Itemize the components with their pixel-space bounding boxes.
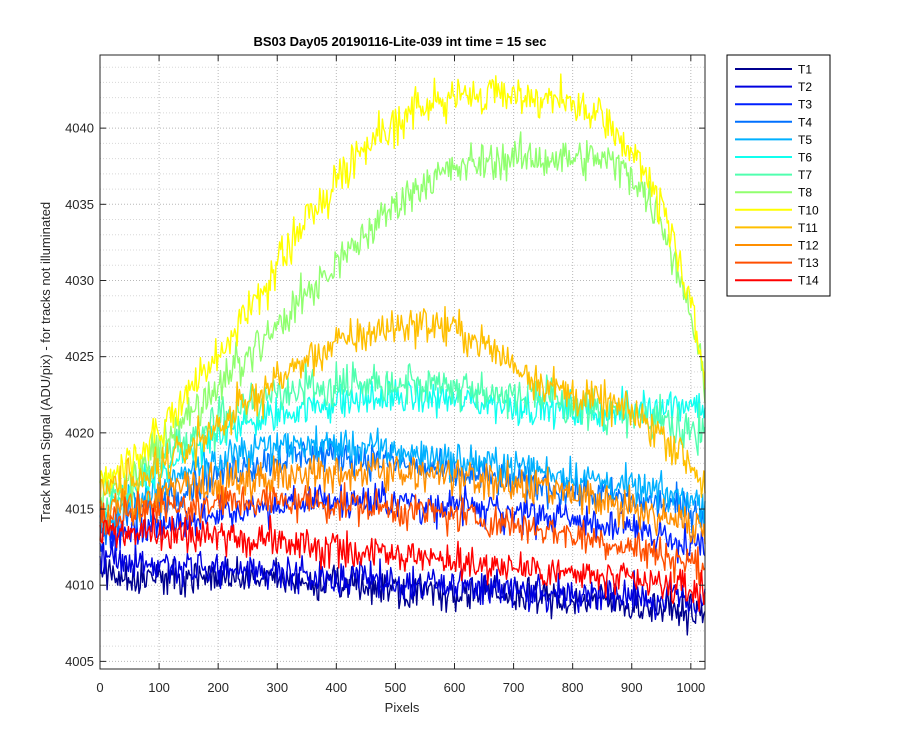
series-line-t14 xyxy=(99,507,706,612)
y-axis-label: Track Mean Signal (ADU/pix) - for tracks… xyxy=(38,202,53,522)
y-tick-label: 4015 xyxy=(65,502,94,517)
legend-label-t14: T14 xyxy=(798,274,819,288)
y-tick-label: 4030 xyxy=(65,273,94,288)
legend-label-t12: T12 xyxy=(798,239,819,253)
series-line-t13 xyxy=(99,482,706,585)
x-tick-label: 700 xyxy=(503,680,525,695)
legend-label-t1: T1 xyxy=(798,63,812,77)
legend-label-t13: T13 xyxy=(798,256,819,270)
x-tick-label: 500 xyxy=(385,680,407,695)
y-tick-label: 4005 xyxy=(65,654,94,669)
y-tick-label: 4010 xyxy=(65,578,94,593)
legend-label-t6: T6 xyxy=(798,151,812,165)
y-tick-label: 4035 xyxy=(65,197,94,212)
x-tick-label: 600 xyxy=(444,680,466,695)
chart-title: BS03 Day05 20190116-Lite-039 int time = … xyxy=(253,34,546,49)
legend-label-t10: T10 xyxy=(798,203,819,217)
x-tick-label: 1000 xyxy=(676,680,705,695)
x-tick-label: 0 xyxy=(96,680,103,695)
x-tick-label: 200 xyxy=(207,680,229,695)
y-tick-label: 4040 xyxy=(65,121,94,136)
plot-frame xyxy=(99,54,706,670)
legend-label-t11: T11 xyxy=(798,221,818,235)
y-tick-label: 4025 xyxy=(65,349,94,364)
legend-label-t7: T7 xyxy=(798,168,812,182)
series-line-t10 xyxy=(99,73,706,490)
series-line-t11 xyxy=(99,306,706,504)
series-line-t2 xyxy=(99,541,706,621)
x-tick-label: 400 xyxy=(325,680,347,695)
x-tick-label: 100 xyxy=(148,680,170,695)
x-tick-label: 300 xyxy=(266,680,288,695)
x-axis-label: Pixels xyxy=(385,700,420,715)
legend: T1 T2 T3 T4 T5 T6 T7 T8 T10 T11 T12 T13 T14 xyxy=(726,54,831,297)
series-line-t8 xyxy=(99,131,706,515)
x-axis-ticks: 0 100 200 300 400 500 600 700 800 900 1000 xyxy=(96,55,705,695)
series-line-t12 xyxy=(99,452,706,545)
y-tick-label: 4020 xyxy=(65,425,94,440)
legend-label-t2: T2 xyxy=(798,80,812,94)
series-line-t5 xyxy=(99,425,706,534)
legend-label-t4: T4 xyxy=(798,115,812,129)
legend-label-t3: T3 xyxy=(798,98,812,112)
x-tick-label: 900 xyxy=(621,680,643,695)
x-tick-label: 800 xyxy=(562,680,584,695)
series-layer xyxy=(99,73,706,636)
legend-label-t8: T8 xyxy=(798,186,812,200)
legend-label-t5: T5 xyxy=(798,133,812,147)
y-axis-ticks: 4005 4010 4015 4020 4025 4030 4035 4040 xyxy=(65,121,705,669)
